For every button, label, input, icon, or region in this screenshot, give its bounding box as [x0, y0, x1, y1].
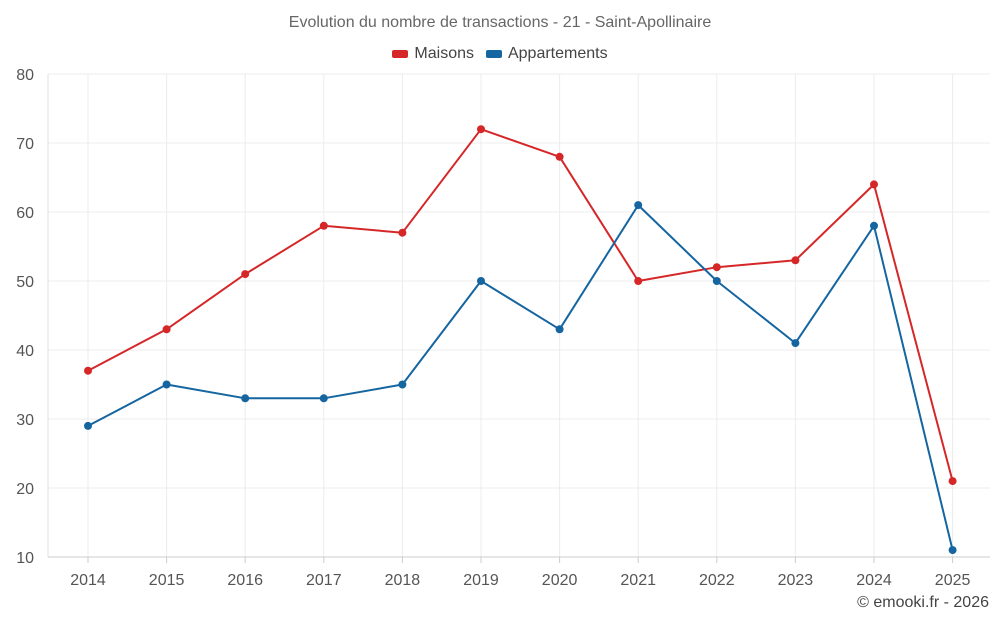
- y-tick-label: 40: [16, 343, 34, 360]
- data-point-appartements[interactable]: [870, 221, 878, 230]
- data-point-maisons[interactable]: [555, 152, 564, 161]
- data-point-maisons[interactable]: [712, 263, 721, 272]
- x-tick-label: 2022: [699, 572, 735, 589]
- data-point-appartements[interactable]: [712, 277, 721, 285]
- data-point-appartements[interactable]: [555, 325, 564, 334]
- legend-swatch-maisons: [392, 50, 409, 58]
- y-tick-label: 70: [16, 136, 34, 153]
- legend-label-appartements: Appartements: [507, 45, 608, 62]
- y-tick-label: 80: [16, 67, 34, 84]
- series-line-maisons: [87, 128, 954, 482]
- x-tick-label: 2025: [935, 572, 971, 589]
- x-tick-label: 2023: [778, 572, 814, 589]
- series-line-appartements: [87, 204, 954, 551]
- y-tick-label: 30: [16, 412, 34, 429]
- data-point-appartements[interactable]: [84, 421, 92, 430]
- y-tick-label: 50: [16, 274, 34, 291]
- data-point-appartements[interactable]: [398, 380, 407, 389]
- data-point-maisons[interactable]: [948, 477, 957, 486]
- data-point-appartements[interactable]: [634, 201, 643, 210]
- chart-title: Evolution du nombre de transactions - 21…: [288, 14, 712, 31]
- x-tick-label: 2021: [620, 572, 656, 589]
- y-tick-label: 10: [16, 550, 34, 567]
- legend-swatch-appartements: [485, 50, 502, 58]
- x-tick-label: 2016: [227, 572, 263, 589]
- data-point-maisons[interactable]: [634, 277, 643, 285]
- data-point-maisons[interactable]: [477, 125, 485, 134]
- data-point-maisons[interactable]: [84, 366, 92, 375]
- data-point-maisons[interactable]: [791, 256, 800, 265]
- data-point-appartements[interactable]: [791, 339, 800, 348]
- x-tick-label: 2024: [856, 572, 892, 589]
- x-tick-label: 2017: [306, 572, 342, 589]
- legend-item-appartements[interactable]: Appartements: [485, 45, 608, 63]
- data-point-appartements[interactable]: [241, 394, 250, 403]
- data-point-maisons[interactable]: [162, 325, 171, 334]
- legend-item-maisons[interactable]: Maisons: [392, 45, 474, 63]
- x-tick-label: 2018: [385, 572, 421, 589]
- data-point-appartements[interactable]: [162, 380, 171, 389]
- y-tick-label: 20: [16, 481, 34, 498]
- data-point-appartements[interactable]: [948, 546, 957, 555]
- data-point-maisons[interactable]: [241, 270, 250, 279]
- legend-label-maisons: Maisons: [414, 45, 474, 62]
- y-tick-label: 60: [16, 205, 34, 222]
- legend: Maisons Appartements: [0, 45, 1000, 63]
- data-point-appartements[interactable]: [477, 277, 485, 285]
- x-tick-label: 2015: [149, 572, 185, 589]
- x-tick-label: 2019: [463, 572, 499, 589]
- data-point-maisons[interactable]: [870, 180, 878, 189]
- data-point-maisons[interactable]: [398, 228, 407, 237]
- data-point-maisons[interactable]: [319, 221, 328, 230]
- x-tick-label: 2020: [542, 572, 578, 589]
- x-tick-label: 2014: [70, 572, 106, 589]
- credit: © emooki.fr - 2026: [857, 594, 989, 611]
- data-point-appartements[interactable]: [319, 394, 328, 403]
